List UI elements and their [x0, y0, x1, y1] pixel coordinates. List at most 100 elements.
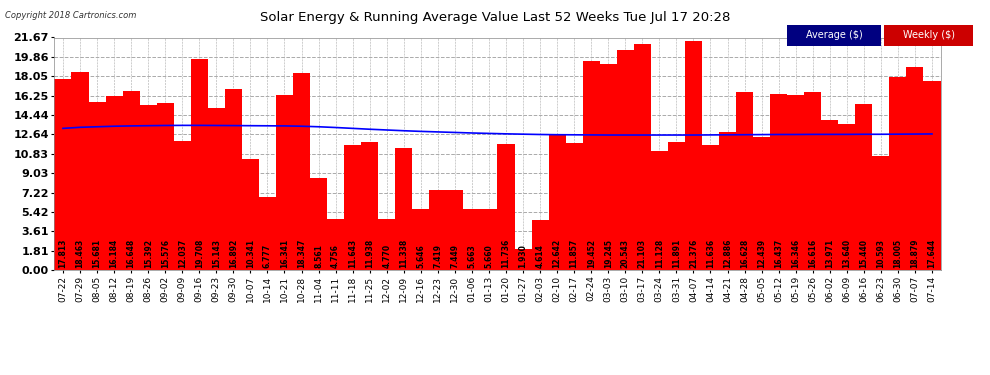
Bar: [907, 68, 924, 270]
Bar: [345, 145, 361, 270]
Bar: [719, 132, 736, 270]
Bar: [565, 143, 583, 270]
Bar: [140, 105, 156, 270]
Bar: [548, 134, 565, 270]
Text: 17.813: 17.813: [58, 239, 67, 268]
Text: 11.891: 11.891: [672, 239, 681, 268]
Bar: [855, 104, 872, 270]
Text: 15.681: 15.681: [92, 239, 102, 268]
Text: 13.971: 13.971: [826, 239, 835, 268]
Bar: [822, 120, 839, 270]
Bar: [191, 58, 208, 270]
Text: 21.103: 21.103: [638, 239, 646, 268]
Text: 8.561: 8.561: [314, 244, 323, 268]
Bar: [395, 148, 412, 270]
Text: 16.346: 16.346: [791, 239, 800, 268]
Text: 18.463: 18.463: [75, 239, 84, 268]
Bar: [583, 61, 600, 270]
Text: Copyright 2018 Cartronics.com: Copyright 2018 Cartronics.com: [5, 11, 137, 20]
Bar: [702, 145, 719, 270]
Bar: [225, 89, 242, 270]
Text: 10.341: 10.341: [246, 239, 254, 268]
Text: 11.938: 11.938: [365, 239, 374, 268]
Bar: [106, 96, 123, 270]
Text: Weekly ($): Weekly ($): [903, 30, 954, 40]
Bar: [668, 142, 685, 270]
Bar: [736, 92, 753, 270]
Text: 18.347: 18.347: [297, 239, 306, 268]
Text: 12.642: 12.642: [552, 239, 561, 268]
Text: 16.184: 16.184: [110, 239, 119, 268]
Bar: [156, 103, 173, 270]
Bar: [532, 220, 548, 270]
Text: 19.245: 19.245: [604, 239, 613, 268]
Text: 18.005: 18.005: [893, 239, 903, 268]
Text: 16.892: 16.892: [229, 239, 238, 268]
Text: 7.449: 7.449: [450, 244, 459, 268]
Bar: [498, 144, 515, 270]
Text: 5.646: 5.646: [417, 244, 426, 268]
Bar: [54, 79, 71, 270]
Bar: [634, 44, 650, 270]
Bar: [361, 142, 378, 270]
Bar: [276, 94, 293, 270]
Text: 1.930: 1.930: [519, 244, 528, 268]
Bar: [770, 94, 787, 270]
Bar: [600, 63, 617, 270]
Bar: [685, 40, 702, 270]
Bar: [872, 156, 889, 270]
Text: 18.879: 18.879: [911, 239, 920, 268]
Bar: [889, 77, 907, 270]
Text: 11.857: 11.857: [569, 239, 578, 268]
Text: 16.616: 16.616: [808, 239, 817, 268]
Text: 12.037: 12.037: [178, 239, 187, 268]
Text: 13.640: 13.640: [842, 239, 851, 268]
Bar: [123, 92, 140, 270]
Bar: [463, 209, 480, 270]
Bar: [208, 108, 225, 270]
Bar: [293, 73, 310, 270]
Text: 11.736: 11.736: [502, 239, 511, 268]
Bar: [446, 190, 463, 270]
Bar: [242, 159, 259, 270]
Text: 4.614: 4.614: [536, 244, 544, 268]
Bar: [259, 197, 276, 270]
Text: 19.708: 19.708: [195, 239, 204, 268]
Bar: [480, 209, 498, 270]
Text: Average ($): Average ($): [806, 30, 862, 40]
Text: 11.643: 11.643: [348, 239, 357, 268]
Bar: [378, 219, 395, 270]
Text: 21.376: 21.376: [689, 239, 698, 268]
Bar: [310, 178, 327, 270]
Text: 5.660: 5.660: [484, 244, 493, 268]
Text: 4.770: 4.770: [382, 244, 391, 268]
Text: 4.756: 4.756: [331, 244, 341, 268]
Text: 20.543: 20.543: [621, 239, 630, 268]
Bar: [327, 219, 345, 270]
Text: 11.128: 11.128: [654, 239, 664, 268]
Bar: [839, 124, 855, 270]
Bar: [173, 141, 191, 270]
Bar: [753, 136, 770, 270]
Text: 16.341: 16.341: [280, 239, 289, 268]
Text: 15.576: 15.576: [160, 239, 169, 268]
Text: 15.143: 15.143: [212, 239, 221, 268]
Text: 16.648: 16.648: [127, 239, 136, 268]
Text: Solar Energy & Running Average Value Last 52 Weeks Tue Jul 17 20:28: Solar Energy & Running Average Value Las…: [259, 11, 731, 24]
Bar: [71, 72, 88, 270]
Text: 16.628: 16.628: [741, 239, 749, 268]
Text: 19.452: 19.452: [587, 239, 596, 268]
Text: 5.663: 5.663: [467, 244, 476, 268]
Bar: [515, 249, 532, 270]
Text: 16.437: 16.437: [774, 239, 783, 268]
Bar: [804, 92, 822, 270]
Text: 6.777: 6.777: [263, 244, 272, 268]
Text: 11.338: 11.338: [399, 239, 408, 268]
Bar: [430, 190, 446, 270]
Text: 11.636: 11.636: [706, 239, 715, 268]
Bar: [650, 151, 668, 270]
Text: 15.440: 15.440: [859, 239, 868, 268]
Text: 17.644: 17.644: [928, 239, 937, 268]
Text: 10.593: 10.593: [876, 239, 885, 268]
Text: 7.419: 7.419: [434, 244, 443, 268]
